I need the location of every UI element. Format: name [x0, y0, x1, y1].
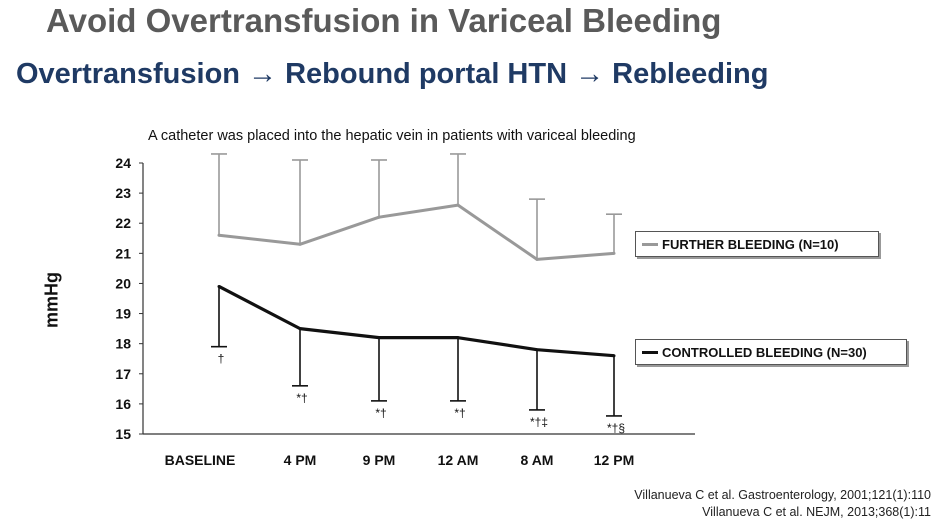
chart-axes	[142, 163, 695, 435]
y-tick-label: 24	[115, 155, 131, 171]
data-point	[377, 336, 381, 340]
significance-mark: *†	[375, 406, 386, 420]
data-point	[535, 257, 539, 261]
citation-2: Villanueva C et al. NEJM, 2013;368(1):11	[702, 505, 931, 519]
data-point	[377, 215, 381, 219]
legend-label-controlled: CONTROLLED BLEEDING (N=30)	[662, 344, 867, 360]
y-tick-label: 22	[115, 215, 131, 231]
y-tick-label: 16	[115, 396, 131, 412]
series-line	[218, 285, 615, 358]
significance-mark: *†§	[607, 421, 625, 435]
slide-title: Avoid Overtransfusion in Variceal Bleedi…	[46, 2, 722, 39]
data-point	[456, 336, 460, 340]
chart-title: A catheter was placed into the hepatic v…	[148, 128, 636, 144]
x-axis-categories: BASELINE 4 PM 9 PM 12 AM 8 AM 12 PM	[165, 452, 635, 468]
legend-swatch-controlled	[642, 350, 658, 354]
citation-1: Villanueva C et al. Gastroenterology, 20…	[634, 488, 931, 502]
legend-further-bleeding: FURTHER BLEEDING (N=10)	[635, 231, 879, 257]
y-tick-label: 23	[115, 185, 131, 201]
x-category-label: 12 PM	[594, 452, 634, 468]
data-point	[456, 203, 460, 207]
data-point	[217, 233, 221, 237]
y-tick-label: 21	[115, 245, 131, 261]
significance-mark: *†	[296, 391, 307, 405]
legend-swatch-further	[642, 242, 658, 246]
series-controlled-bleeding: † *† *† *† *†‡ *†§	[211, 284, 625, 435]
data-point	[217, 284, 221, 288]
data-point	[535, 348, 539, 352]
y-tick-label: 18	[115, 336, 131, 352]
y-tick-label: 17	[115, 366, 131, 382]
x-category-label: 12 AM	[438, 452, 479, 468]
series-line	[218, 203, 615, 261]
x-category-label: 8 AM	[521, 452, 554, 468]
x-category-label: BASELINE	[165, 452, 236, 468]
legend-controlled-bleeding: CONTROLLED BLEEDING (N=30)	[635, 339, 907, 365]
series-further-bleeding	[211, 153, 622, 261]
x-category-label: 9 PM	[363, 452, 396, 468]
x-category-label: 4 PM	[284, 452, 317, 468]
data-point	[298, 327, 302, 331]
y-tick-label: 15	[115, 426, 131, 442]
y-tick-label: 19	[115, 306, 131, 322]
significance-mark: *†	[454, 406, 465, 420]
significance-mark: †	[218, 352, 225, 366]
legend-label-further: FURTHER BLEEDING (N=10)	[662, 236, 839, 252]
slide-subtitle: Overtransfusion → Rebound portal HTN → R…	[16, 58, 769, 90]
significance-mark: *†‡	[530, 415, 548, 429]
y-axis-ticks: 15 16 17 18 19 20 21 22 23 24	[115, 155, 143, 442]
data-point	[612, 251, 616, 255]
data-point	[612, 354, 616, 358]
y-tick-label: 20	[115, 275, 131, 291]
data-point	[298, 242, 302, 246]
